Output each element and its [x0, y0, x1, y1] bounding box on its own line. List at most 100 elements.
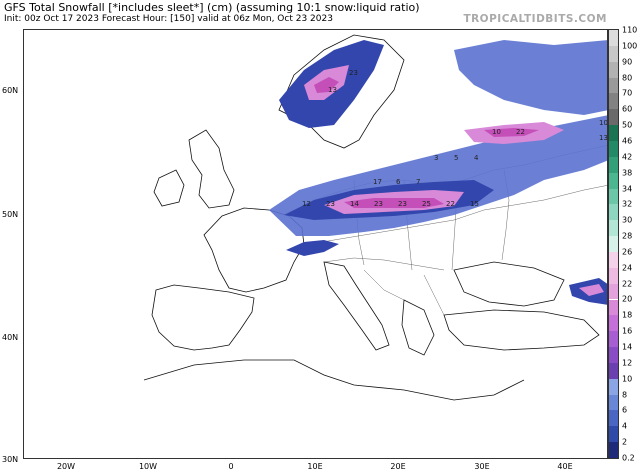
colorbar-tick-label: 32 — [622, 199, 633, 209]
value-label: 7 — [416, 178, 420, 186]
colorbar-tick-label: 24 — [622, 263, 633, 273]
colorbar-segment — [609, 251, 618, 268]
colorbar-segment — [609, 125, 618, 141]
colorbar-tick-label: 10 — [622, 374, 633, 384]
value-label: 15 — [470, 200, 479, 208]
colorbar-segment — [609, 315, 618, 332]
colorbar-segment — [609, 172, 618, 189]
colorbar-tick-label: 46 — [622, 136, 633, 146]
colorbar-tick-label: 0.2 — [622, 453, 635, 463]
colorbar-segment — [609, 410, 618, 427]
colorbar-tick-label: 50 — [622, 120, 633, 130]
snowfall-value-labels: 22 10 17 23 14 23 23 25 22 15 12 13 6 7 … — [302, 69, 608, 208]
colorbar-segment — [609, 109, 618, 126]
value-label: 10 — [492, 128, 501, 136]
colorbar-tick-label: 20 — [622, 294, 633, 304]
lon-label-40e: 40E — [557, 462, 573, 471]
value-label: 4 — [474, 154, 479, 162]
lat-label-30n: 30N — [2, 455, 19, 464]
lat-label-60n: 60N — [2, 86, 19, 95]
value-label: 23 — [398, 200, 407, 208]
colorbar-tick-label: 22 — [622, 279, 633, 289]
map-subtitle: Init: 00z Oct 17 2023 Forecast Hour: [15… — [4, 14, 333, 24]
colorbar-segment — [609, 378, 618, 395]
lon-label-30e: 30E — [474, 462, 490, 471]
colorbar-segment — [609, 267, 618, 284]
value-label: 22 — [516, 128, 525, 136]
colorbar — [608, 29, 619, 459]
colorbar-tick-label: 100 — [622, 41, 638, 51]
lat-label-50n: 50N — [2, 210, 19, 219]
colorbar-segment — [609, 331, 618, 348]
colorbar-tick-label: 14 — [622, 342, 633, 352]
colorbar-segment — [609, 188, 618, 205]
lon-label-10e: 10E — [307, 462, 323, 471]
colorbar-tick-label: 34 — [622, 184, 633, 194]
coast-greece — [401, 299, 435, 356]
coast-north-africa — [143, 359, 525, 401]
colorbar-tick-label: 16 — [622, 326, 633, 336]
colorbar-tick-label: 110 — [622, 25, 638, 35]
colorbar-tick-label: 90 — [622, 57, 633, 67]
map-panel: 22 10 17 23 14 23 23 25 22 15 12 13 6 7 … — [23, 29, 608, 459]
colorbar-segment — [609, 362, 618, 379]
coast-turkey — [443, 309, 600, 351]
colorbar-tick-label: 60 — [622, 104, 633, 114]
value-label: 5 — [454, 154, 458, 162]
lon-label-20e: 20E — [390, 462, 406, 471]
colorbar-tick-label: 80 — [622, 73, 633, 83]
value-label: 23 — [374, 200, 383, 208]
coast-ireland — [153, 169, 185, 207]
colorbar-segment — [609, 426, 618, 443]
value-label: 14 — [350, 200, 359, 208]
colorbar-segment — [609, 204, 618, 221]
map-canvas: 22 10 17 23 14 23 23 25 22 15 12 13 6 7 … — [143, 34, 608, 401]
colorbar-segment — [609, 347, 618, 363]
colorbar-tick-label: 6 — [622, 405, 628, 415]
value-label: 6 — [396, 178, 401, 186]
colorbar-segment — [609, 236, 618, 252]
coast-italy — [323, 261, 390, 351]
coast-iberia — [151, 284, 255, 351]
colorbar-segment — [609, 394, 618, 411]
colorbar-tick-label: 4 — [622, 421, 628, 431]
colorbar-tick-label: 18 — [622, 310, 633, 320]
brand-watermark: TROPICALTIDBITS.COM — [463, 13, 607, 25]
colorbar-segment — [609, 140, 618, 157]
colorbar-segment — [609, 93, 618, 110]
lat-label-40n: 40N — [2, 333, 19, 342]
colorbar-segment — [609, 61, 618, 78]
colorbar-tick-label: 26 — [622, 247, 633, 257]
snowfall-shading — [269, 40, 607, 305]
colorbar-tick-label: 12 — [622, 358, 633, 368]
value-label: 23 — [349, 69, 358, 77]
colorbar-segment — [609, 156, 618, 173]
colorbar-tick-label: 70 — [622, 88, 633, 98]
map-title: GFS Total Snowfall [*includes sleet*] (c… — [4, 1, 420, 14]
lon-label-20w: 20W — [56, 462, 76, 471]
value-label: 3 — [434, 154, 438, 162]
colorbar-tick-label: 30 — [622, 215, 633, 225]
coast-scandinavia — [278, 34, 405, 149]
colorbar-segment — [609, 30, 618, 46]
value-label: 13 — [599, 134, 608, 142]
colorbar-segment — [609, 299, 618, 316]
colorbar-tick-label: 28 — [622, 231, 633, 241]
value-label: 13 — [328, 86, 337, 94]
lon-label-0: 0 — [228, 462, 234, 471]
value-label: 22 — [446, 200, 455, 208]
colorbar-tick-label: 42 — [622, 152, 633, 162]
value-label: 25 — [422, 200, 431, 208]
colorbar-tick-label: 38 — [622, 168, 633, 178]
colorbar-segment — [609, 283, 618, 300]
colorbar-segment — [609, 77, 618, 94]
value-label: 12 — [302, 200, 311, 208]
colorbar-tick-label: 2 — [622, 437, 628, 447]
lon-label-10w: 10W — [138, 462, 158, 471]
colorbar-segment — [609, 442, 618, 458]
coast-britain — [188, 129, 235, 209]
colorbar-tick-label: 8 — [622, 390, 628, 400]
value-label: 10 — [599, 119, 608, 127]
coast-black-sea — [453, 261, 565, 307]
colorbar-segment — [609, 220, 618, 237]
